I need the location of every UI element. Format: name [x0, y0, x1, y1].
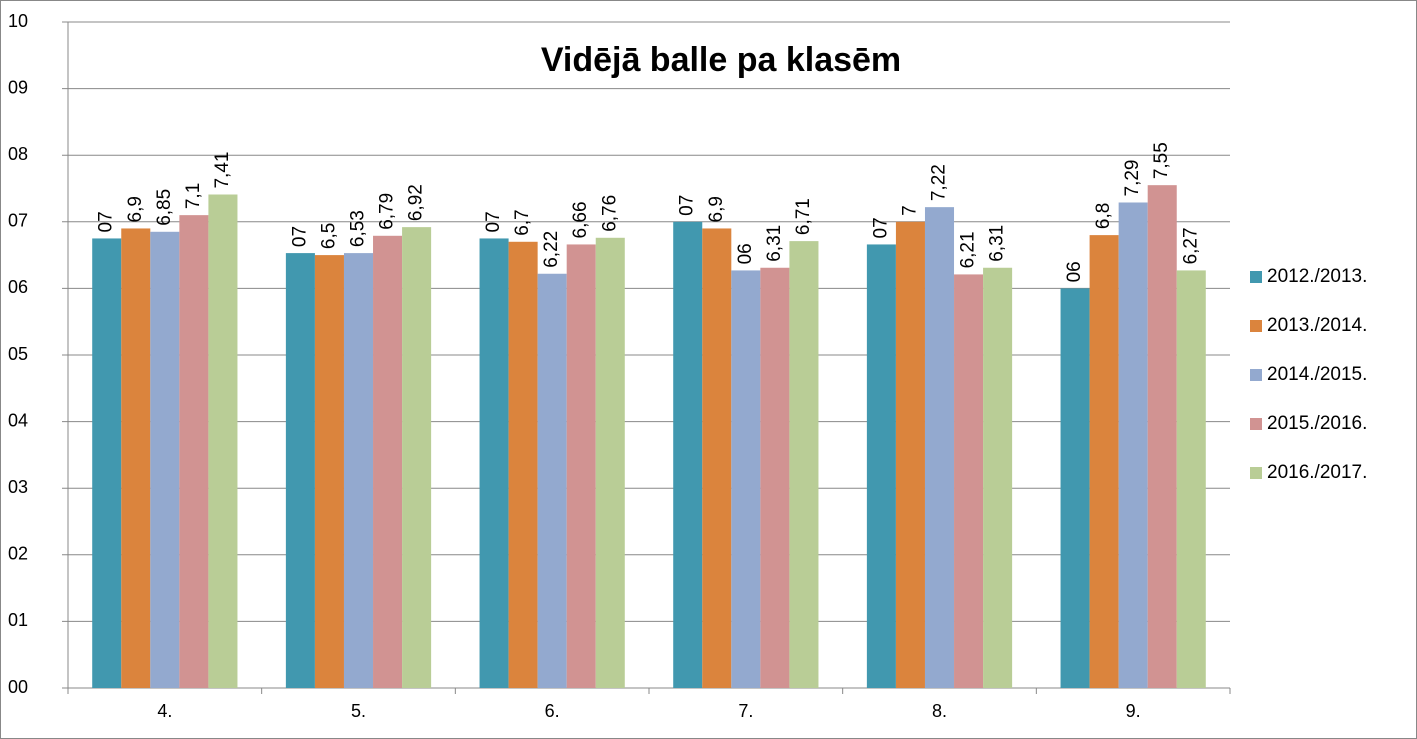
data-label: 6,31	[764, 225, 785, 262]
bar	[595, 237, 625, 688]
legend-label: 2014./2015.	[1267, 364, 1367, 385]
bar	[314, 255, 344, 688]
bar	[702, 228, 732, 688]
chart-title: Vidējā balle pa klasēm	[541, 41, 901, 79]
x-tick-label: 7.	[738, 701, 753, 721]
bar	[673, 221, 703, 689]
y-tick-label: 07	[8, 211, 28, 231]
bar	[924, 207, 955, 688]
bar	[479, 238, 509, 688]
legend-swatch	[1250, 320, 1262, 332]
y-tick-label: 03	[8, 477, 28, 497]
data-label: 7,55	[1151, 142, 1172, 179]
data-label: 7,22	[929, 164, 950, 201]
data-label: 7,29	[1122, 160, 1143, 197]
bar	[208, 194, 238, 688]
legend-swatch	[1250, 467, 1262, 479]
legend-label: 2016./2017.	[1267, 462, 1367, 483]
data-label: 6,76	[599, 195, 620, 232]
bar	[983, 267, 1013, 688]
y-tick-label: 10	[8, 11, 28, 31]
data-label: 07	[289, 226, 310, 247]
data-label: 06	[735, 243, 756, 264]
y-tick-label: 08	[8, 144, 28, 164]
data-label: 6,22	[541, 231, 562, 268]
data-label: 6,21	[958, 231, 979, 268]
legend-label: 2013./2014.	[1267, 315, 1367, 336]
data-label: 07	[870, 217, 891, 238]
data-label: 07	[677, 195, 698, 216]
legend-swatch	[1250, 271, 1262, 283]
x-tick-label: 9.	[1126, 701, 1141, 721]
data-label: 6,53	[348, 210, 369, 247]
bar	[537, 273, 567, 688]
data-label: 6,27	[1180, 227, 1201, 264]
data-label: 6,71	[793, 198, 814, 235]
y-tick-label: 06	[8, 277, 28, 297]
bar	[179, 215, 209, 688]
bar	[566, 244, 596, 688]
data-label: 7,41	[212, 152, 233, 189]
data-label: 7	[899, 205, 920, 216]
bar	[373, 235, 403, 688]
bar	[789, 241, 819, 688]
bar	[1176, 270, 1206, 688]
bar	[866, 244, 896, 688]
x-tick-label: 4.	[157, 701, 172, 721]
data-label: 6,9	[706, 196, 727, 222]
data-label: 6,8	[1093, 203, 1114, 229]
data-label: 07	[483, 211, 504, 232]
bar	[508, 241, 538, 688]
data-label: 6,31	[987, 225, 1008, 262]
bar	[402, 227, 432, 689]
data-label: 07	[96, 211, 117, 232]
y-tick-label: 01	[8, 610, 28, 630]
data-label: 6,7	[512, 209, 533, 235]
bar	[954, 274, 984, 688]
data-label: 6,5	[318, 223, 339, 249]
data-label: 6,66	[570, 201, 591, 238]
y-tick-label: 04	[8, 410, 28, 430]
bar	[760, 267, 790, 688]
data-label: 6,92	[406, 184, 427, 221]
y-tick-label: 09	[8, 77, 28, 97]
y-tick-label: 02	[8, 544, 28, 564]
bar	[1060, 288, 1090, 688]
data-label: 06	[1064, 261, 1085, 282]
bar	[92, 238, 122, 688]
bar	[895, 221, 925, 689]
y-tick-label: 00	[8, 677, 28, 697]
legend-swatch	[1250, 418, 1262, 430]
legend-label: 2015./2016.	[1267, 413, 1367, 434]
bar	[121, 228, 151, 688]
data-label: 6,79	[377, 193, 398, 230]
data-label: 6,9	[125, 196, 146, 222]
bar	[150, 231, 180, 689]
data-label: 6,85	[154, 189, 175, 226]
x-tick-label: 5.	[351, 701, 366, 721]
bar	[1089, 235, 1119, 688]
legend-label: 2012./2013.	[1267, 266, 1367, 287]
bar	[731, 270, 761, 688]
y-tick-label: 05	[8, 344, 28, 364]
bar	[343, 253, 374, 689]
x-tick-label: 6.	[545, 701, 560, 721]
data-label: 7,1	[183, 183, 204, 209]
x-tick-label: 8.	[932, 701, 947, 721]
bar	[1147, 185, 1177, 689]
legend-swatch	[1250, 369, 1262, 381]
bar	[285, 253, 315, 689]
bar	[1118, 202, 1148, 688]
